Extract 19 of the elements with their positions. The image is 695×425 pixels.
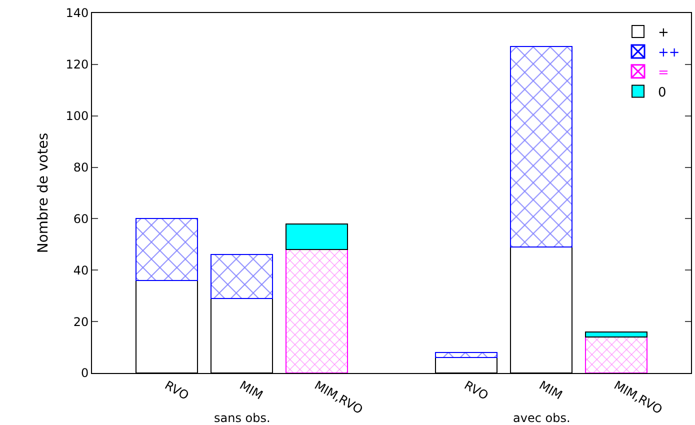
y-tick-label: 100 (66, 109, 89, 124)
legend-label: + (658, 26, 669, 41)
legend-label: 0 (658, 85, 666, 100)
text: ++ (658, 46, 680, 61)
y-tick-label: 60 (73, 212, 89, 226)
y-tick-label: 0 (80, 366, 89, 380)
x-tick-label: RVO (162, 378, 192, 403)
text: = (658, 65, 669, 80)
text: avec obs. (513, 411, 570, 425)
y-tick-label: 140 (66, 6, 89, 20)
x-tick-label: MIM (237, 378, 266, 402)
y-tick-label: 80 (73, 160, 89, 174)
y-axis-title: Nombre de votes (35, 132, 52, 254)
x-tick-label: MIM (536, 378, 565, 402)
y-tick-label: 20 (73, 314, 89, 329)
x-tick-label: RVO (462, 378, 491, 403)
y-tick-label: 120 (66, 58, 89, 72)
text: sans obs. (214, 411, 270, 425)
y-tick-label: 40 (73, 263, 89, 278)
